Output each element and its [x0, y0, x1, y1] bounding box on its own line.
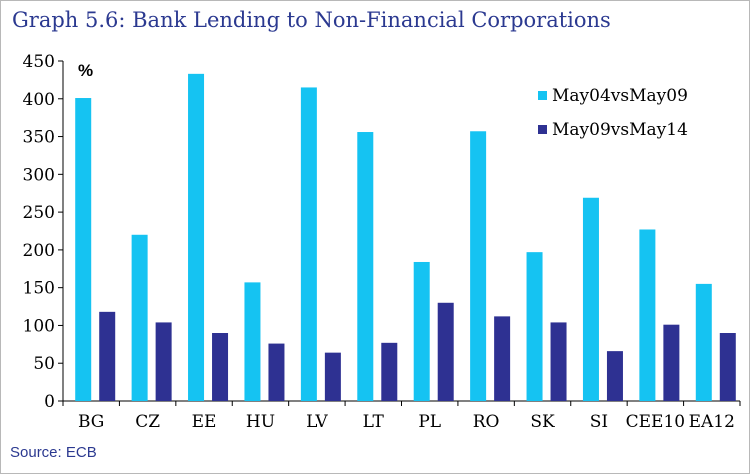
bar-May09vsMay14-HU: [268, 343, 285, 401]
bar-May04vsMay09-HU: [244, 282, 261, 401]
bar-May04vsMay09-SK: [526, 252, 543, 401]
x-tick-label: CEE10: [626, 412, 685, 432]
legend: May04vsMay09 May09vsMay14: [538, 86, 688, 140]
bar-May04vsMay09-LT: [357, 132, 374, 401]
x-tick-label: HU: [246, 412, 275, 432]
y-tick-label: 350: [23, 128, 55, 148]
x-tick-label: LT: [363, 412, 385, 432]
bar-May04vsMay09-EE: [188, 73, 205, 401]
y-tick-label: 50: [33, 354, 55, 374]
bar-May04vsMay09-RO: [470, 131, 487, 401]
bar-May09vsMay14-SI: [606, 351, 623, 401]
x-tick-label: EA12: [689, 412, 735, 432]
x-tick-label: CZ: [135, 412, 160, 432]
x-tick-label: PL: [418, 412, 441, 432]
x-tick-label: SI: [590, 412, 608, 432]
bars: [75, 73, 736, 402]
x-tick-label: EE: [192, 412, 217, 432]
source-note: Source: ECB: [10, 444, 97, 461]
bar-May04vsMay09-CEE10: [639, 229, 656, 401]
x-tick-labels: BG CZ EE HU LV LT PL RO SK SI CEE10 EA12: [78, 412, 735, 432]
x-tick-label: BG: [78, 412, 104, 432]
bar-May04vsMay09-CZ: [131, 234, 148, 401]
bar-May09vsMay14-EA12: [719, 333, 736, 401]
y-tick-label: 100: [23, 316, 55, 336]
bar-May09vsMay14-RO: [494, 316, 511, 401]
bar-May04vsMay09-SI: [582, 197, 599, 401]
bar-May04vsMay09-PL: [413, 261, 430, 401]
y-tick-label: 0: [44, 392, 55, 412]
x-tick-label: RO: [473, 412, 500, 432]
legend-swatch-May09vsMay14: [538, 125, 547, 134]
y-unit-label: %: [78, 61, 93, 80]
legend-label-May04vsMay09: May04vsMay09: [552, 86, 688, 106]
y-tick-label: 150: [23, 279, 55, 299]
y-tick-label: 200: [23, 241, 55, 261]
legend-swatch-May04vsMay09: [538, 91, 547, 100]
y-tick-labels: 0 50 100 150 200 250 300 350 400 450: [23, 52, 55, 412]
axes: [58, 60, 741, 406]
bar-May04vsMay09-LV: [300, 87, 317, 401]
x-tick-label: LV: [306, 412, 328, 432]
bar-May09vsMay14-BG: [99, 311, 116, 401]
bar-May04vsMay09-BG: [75, 98, 92, 402]
bar-May04vsMay09-EA12: [695, 283, 712, 401]
bar-May09vsMay14-CEE10: [663, 324, 680, 401]
x-tick-label: SK: [530, 412, 555, 432]
bar-May09vsMay14-EE: [212, 333, 229, 401]
bar-May09vsMay14-SK: [550, 322, 567, 401]
y-tick-label: 300: [23, 165, 55, 185]
chart-title: Graph 5.6: Bank Lending to Non-Financial…: [12, 8, 611, 32]
bar-May09vsMay14-LT: [381, 342, 398, 401]
bar-May09vsMay14-LV: [324, 352, 341, 401]
y-tick-label: 450: [23, 52, 55, 72]
y-tick-label: 400: [23, 90, 55, 110]
y-tick-label: 250: [23, 203, 55, 223]
legend-label-May09vsMay14: May09vsMay14: [552, 120, 688, 140]
bar-May09vsMay14-CZ: [155, 322, 172, 401]
bar-May09vsMay14-PL: [437, 302, 454, 401]
